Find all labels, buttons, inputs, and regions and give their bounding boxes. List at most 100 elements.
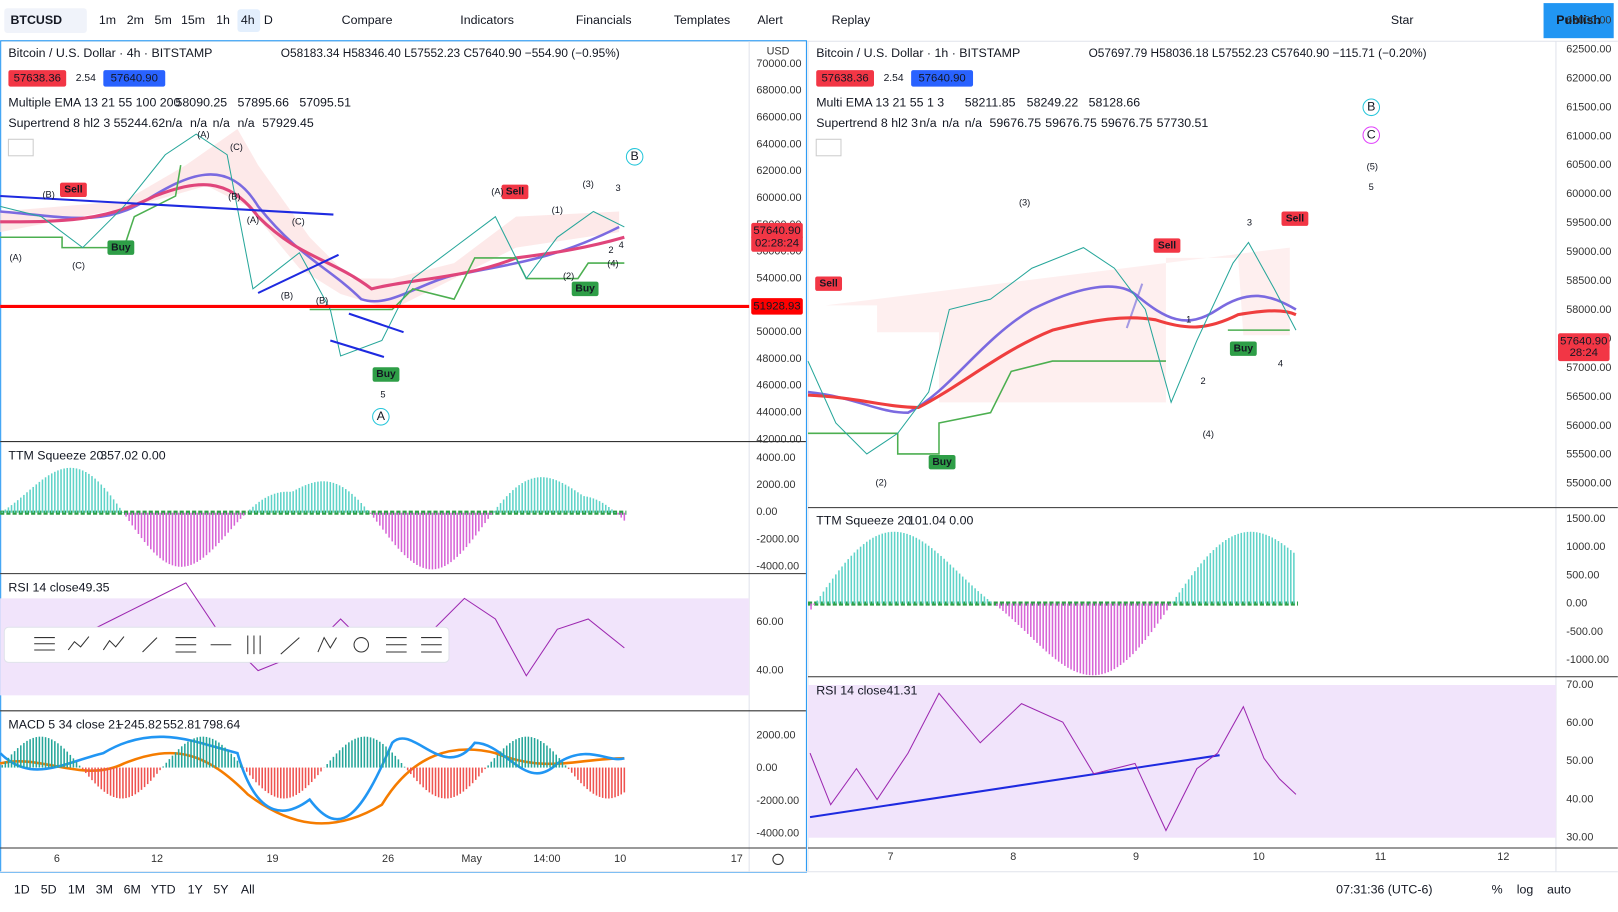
indicator-name: RSI 14 close [8, 580, 78, 594]
ema-line [807, 309, 1297, 410]
price-axis-label: 57000.00 [1566, 362, 1611, 374]
toolbar-button[interactable]: Financials [576, 13, 632, 27]
range-button[interactable]: All [241, 883, 255, 897]
collapse-button[interactable] [815, 138, 842, 157]
signal-label: Buy [932, 457, 952, 468]
wave-label: (B) [228, 192, 240, 202]
range-button[interactable]: 6M [124, 883, 141, 897]
collapse-button[interactable] [7, 138, 34, 157]
toolbar-button[interactable]: Templates [674, 13, 730, 27]
indicator-name: TTM Squeeze 20 [816, 513, 911, 527]
indicator-value: 798.64 [202, 718, 240, 732]
wave-label: (4) [607, 259, 618, 269]
toolbar-button[interactable]: Indicators [460, 13, 514, 27]
countdown-bg [751, 235, 803, 252]
signal-label: Sell [1286, 213, 1304, 224]
interval[interactable]: 1m [99, 13, 116, 27]
bid-bg [816, 70, 874, 87]
range-button[interactable]: 1M [68, 883, 85, 897]
range-button[interactable]: YTD [151, 883, 176, 897]
signal-label: Buy [111, 242, 131, 253]
price-axis-label: 1000.00 [1566, 541, 1605, 553]
wave-label: C [1367, 127, 1376, 141]
indicator-value: 57895.66 [237, 95, 289, 109]
wave-label: 3 [1247, 217, 1252, 227]
indicator-value: 58211.85 [965, 95, 1016, 109]
interval[interactable]: 15m [181, 13, 205, 27]
signal-bg [928, 454, 956, 470]
bid: 57638.36 [821, 72, 868, 84]
price-axis-label: -4000.00 [756, 828, 799, 840]
wave-label: (1) [552, 205, 563, 215]
interval[interactable]: D [264, 13, 273, 27]
price-axis-label: 2000.00 [756, 729, 795, 741]
indicator-name: Supertrend 8 hl2 3 [8, 116, 110, 130]
signal-bg [60, 182, 87, 198]
wave-label: (2) [876, 477, 887, 487]
range-button[interactable]: 1Y [188, 883, 203, 897]
time-axis-label: 6 [54, 853, 60, 865]
toolbar-button[interactable]: Alert [757, 13, 783, 27]
wave-label: 4 [1278, 359, 1283, 369]
interval[interactable]: 1h [216, 13, 230, 27]
range-button[interactable]: 1D [14, 883, 30, 897]
wave-circle [372, 408, 390, 426]
last-price: 57640.90 [753, 225, 800, 237]
wave-circle [625, 148, 644, 166]
price-axis-label: 56000.00 [1566, 420, 1611, 432]
price-axis-label: 2000.00 [756, 479, 795, 491]
spread: 2.54 [76, 73, 96, 84]
price-axis-label: 56500.00 [1566, 391, 1611, 403]
line-price-bg [751, 298, 803, 315]
wave-label: (C) [72, 261, 85, 271]
separators [0, 441, 1618, 849]
drawing-tool-icons [34, 635, 442, 655]
range-button[interactable]: 3M [96, 883, 113, 897]
scale-option[interactable]: log [1517, 883, 1534, 897]
spread: 2.54 [884, 73, 904, 84]
indicator-value: n/a [965, 116, 982, 130]
publish-label[interactable]: Publish [1556, 13, 1601, 27]
wave-label: 5 [380, 390, 385, 400]
wave-label: (B) [316, 296, 328, 306]
scale-option[interactable]: auto [1547, 883, 1571, 897]
ask: 57640.90 [111, 72, 158, 84]
interval[interactable]: 4h [241, 13, 255, 27]
symbol[interactable]: BTCUSD [10, 13, 62, 27]
indicator-value: n/a [237, 116, 254, 130]
price-axis-label: 30.00 [1566, 832, 1593, 844]
interval[interactable]: 5m [155, 13, 172, 27]
star-button[interactable]: Star [1391, 13, 1414, 27]
time-axis-label: 17 [731, 853, 743, 865]
range-button[interactable]: 5Y [213, 883, 228, 897]
indicator-value: 57929.45 [262, 116, 314, 130]
bid-bg [8, 70, 67, 87]
chart-title: Bitcoin / U.S. Dollar · 1h · BITSTAMP [816, 46, 1020, 60]
toolbar-button[interactable]: Compare [342, 13, 393, 27]
toolbar-button[interactable]: Replay [832, 13, 871, 27]
indicator-value: 41.31 [886, 683, 917, 697]
publish-button[interactable] [1543, 3, 1614, 39]
wave-label: (B) [42, 189, 54, 199]
indicator-value: 58249.22 [1027, 95, 1079, 109]
countdown: 02:28:24 [755, 237, 799, 249]
price-axis-label: 63000.00 [1566, 14, 1611, 26]
price-axis-label: 500.00 [1566, 569, 1599, 581]
indicator-name: Supertrend 8 hl2 3 [816, 116, 918, 130]
symbol-box[interactable] [4, 8, 87, 34]
scale-option[interactable]: % [1492, 883, 1503, 897]
interval[interactable]: 2m [127, 13, 144, 27]
indicator-value: 58090.25 [176, 95, 228, 109]
price-axis-label: -2000.00 [756, 533, 799, 545]
range-button[interactable]: 5D [41, 883, 57, 897]
price-axis-label: 70.00 [1566, 679, 1593, 691]
bid: 57638.36 [14, 72, 61, 84]
wave-label: 2 [1201, 376, 1206, 386]
price-axis-label: 55000.00 [1566, 478, 1611, 490]
price-axis-label: 44000.00 [756, 407, 801, 419]
rsi-line [809, 692, 1297, 832]
time-axis-label: 10 [1253, 851, 1265, 863]
settings-icon[interactable] [772, 853, 784, 866]
line-price: 51928.93 [753, 300, 800, 312]
ema-line [807, 285, 1297, 414]
